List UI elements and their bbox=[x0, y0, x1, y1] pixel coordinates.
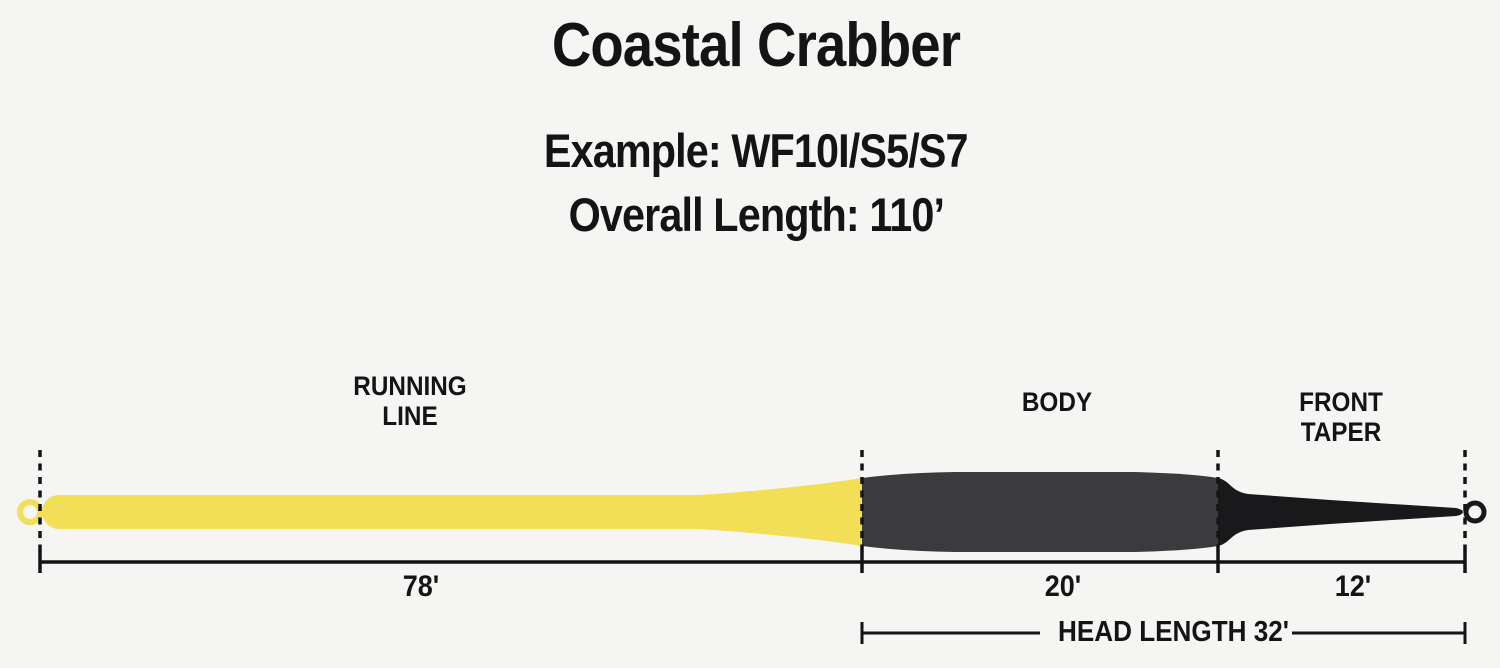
page-title: Coastal Crabber bbox=[0, 14, 1500, 78]
front-loop-icon bbox=[1463, 500, 1487, 524]
example-subtitle: Example: WF10I/S5/S7 bbox=[0, 124, 1500, 178]
body-shape bbox=[862, 472, 1218, 552]
example-subtitle-text: Example: WF10I/S5/S7 bbox=[544, 124, 969, 177]
body-label: BODY bbox=[1021, 387, 1093, 417]
front-taper-shape bbox=[1218, 478, 1463, 546]
rear-loop-icon bbox=[17, 499, 43, 525]
front-taper-label: FRONT TAPER bbox=[1299, 387, 1383, 447]
running-line-label: RUNNING LINE bbox=[353, 371, 467, 431]
running-line-shape bbox=[42, 478, 862, 546]
overall-length-subtitle-text: Overall Length: 110’ bbox=[568, 188, 944, 241]
front-taper-length-label: 12' bbox=[1334, 570, 1372, 603]
page-title-text: Coastal Crabber bbox=[551, 11, 961, 80]
head-length-label: HEAD LENGTH 32' bbox=[1058, 616, 1289, 648]
overall-length-subtitle: Overall Length: 110’ bbox=[0, 188, 1500, 242]
running-line-length-label: 78' bbox=[402, 570, 440, 603]
body-length-label: 20' bbox=[1044, 570, 1082, 603]
